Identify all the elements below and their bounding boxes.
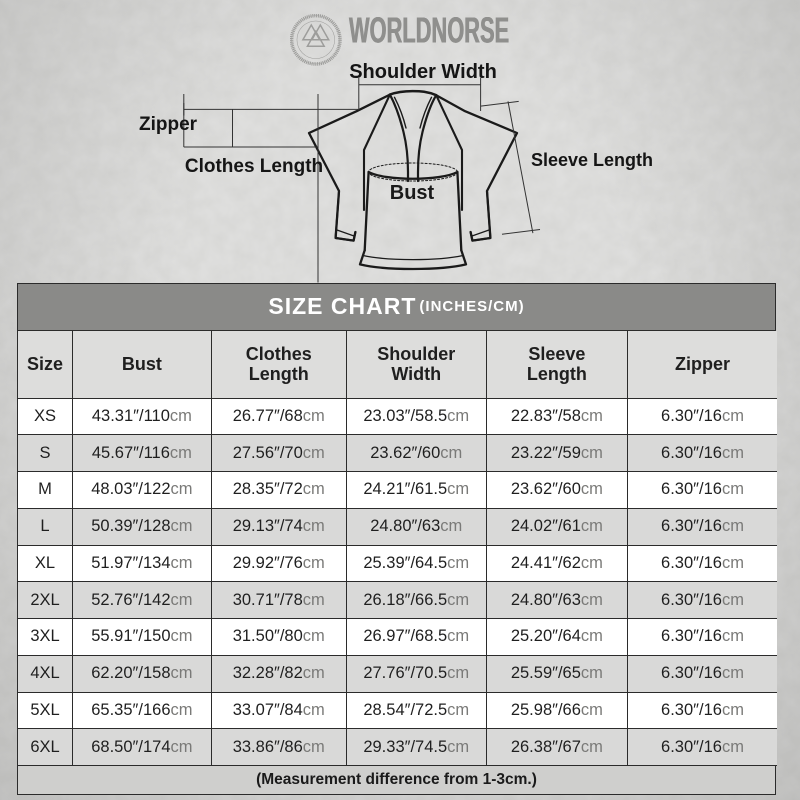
svg-text:Zipper: Zipper (139, 114, 198, 135)
svg-text:Sleeve Length: Sleeve Length (531, 150, 653, 170)
svg-text:Clothes Length: Clothes Length (185, 156, 323, 177)
svg-text:Bust: Bust (390, 182, 435, 204)
svg-text:Shoulder Width: Shoulder Width (349, 61, 497, 83)
